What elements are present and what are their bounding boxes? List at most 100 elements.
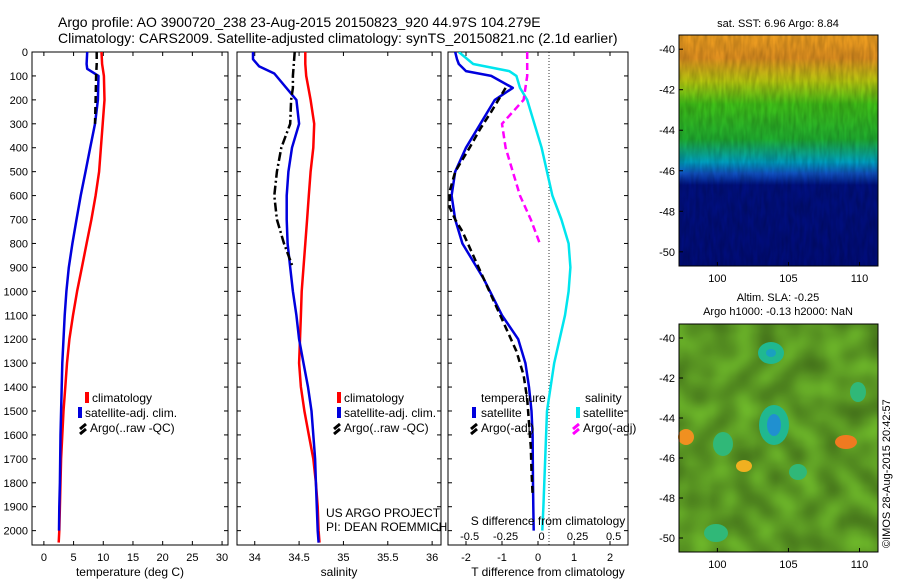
legend-swatch-s-satellite (576, 407, 580, 418)
legend-swatch-climatology (85, 392, 89, 403)
lat-tick-label: -40 (659, 333, 675, 345)
x-tick-label: 0 (535, 552, 541, 564)
eddy-low (704, 524, 728, 542)
s-tick-label: -0.5 (460, 531, 479, 543)
lat-tick-label: -50 (659, 533, 675, 545)
salinity-legend: climatology satellite-adj. clim. Argo(..… (333, 391, 436, 436)
x-tick-label: 34 (249, 552, 261, 564)
sst-map-panel: sat. SST: 6.96 Argo: 8.84 100 105 110 -40 -4… (659, 18, 879, 285)
depth-tick-label: 200 (10, 95, 28, 107)
temperature-satellite-line (450, 52, 535, 531)
eddy-high (736, 460, 752, 472)
lon-tick-label: 100 (708, 273, 726, 285)
salinity-panel: 34 34.5 35 35.5 36 salinity climatology sate… (236, 51, 447, 579)
legend-label-s-satellite: satellite (583, 406, 624, 420)
legend-swatch-climatology (337, 392, 341, 403)
eddy-low (767, 414, 781, 436)
x-tick-label: 36 (426, 552, 438, 564)
sla-map-panel: Altim. SLA: -0.25 Argo h1000: -0.13 h200… (659, 292, 879, 571)
lat-tick-label: -46 (659, 453, 675, 465)
depth-tick-label: 700 (10, 215, 28, 227)
eddy-high (678, 429, 694, 445)
legend-swatch-t-satellite (472, 407, 476, 418)
temperature-argo-adj--line (448, 87, 534, 495)
lat-tick-label: -42 (659, 373, 675, 385)
lon-tick-label: 105 (779, 273, 797, 285)
depth-tick-label: 1100 (4, 310, 28, 322)
legend-label-satellite: satellite-adj. clim. (344, 406, 436, 420)
depth-axis: 0 100 200 300 400 500 600 700 800 900 1000 1100 1200… (4, 47, 228, 538)
lon-tick-label: 110 (851, 559, 869, 571)
legend-swatch-satellite (78, 407, 82, 418)
salinity-satellite-line (457, 52, 572, 531)
header-line-2: Climatology: CARS2009. Satellite-adjuste… (58, 30, 618, 46)
satellite-adj-clim--line (57, 52, 100, 531)
x-tick-label: 25 (186, 552, 198, 564)
x-tick-label: 2 (607, 552, 613, 564)
x-tick-label: -1 (497, 552, 507, 564)
legend-label-climatology: climatology (92, 391, 152, 405)
legend-label-s-argo: Argo(-adj) (583, 421, 636, 435)
sla-eddies (678, 342, 866, 542)
depth-tick-label: 1700 (4, 454, 28, 466)
depth-tick-label: 300 (10, 119, 28, 131)
sst-argo-marker (777, 149, 779, 151)
imos-stamp: ©IMOS 28-Aug-2015 20:42:57 (881, 399, 893, 548)
depth-tick-label: 1800 (4, 478, 28, 490)
eddy-low (789, 464, 807, 480)
salinity-depth-ticks (237, 51, 441, 532)
difference-legend: temperature salinity satellite Argo(-adj… (470, 391, 636, 436)
lon-tick-label: 110 (851, 273, 869, 285)
credit-project: US ARGO PROJECT (326, 506, 441, 520)
x-tick-label: 20 (157, 552, 169, 564)
x-tick-label: 35 (337, 552, 349, 564)
salinity-lines (251, 52, 321, 543)
lat-tick-label: -42 (659, 85, 675, 97)
salinity-axis-ticks: 34 34.5 35 35.5 36 (249, 52, 438, 564)
t-difference-xlabel: T difference from climatology (471, 565, 625, 579)
difference-depth-ticks (448, 51, 628, 532)
legend-label-argo: Argo(..raw -QC) (90, 421, 175, 435)
s-tick-label: 0 (539, 531, 545, 543)
depth-tick-label: 1400 (4, 382, 28, 394)
legend-swatch-argo (333, 422, 341, 436)
salinity-argo-adj--line (500, 52, 541, 244)
eddy-high (835, 435, 857, 449)
x-tick-label: 10 (97, 552, 109, 564)
depth-tick-label: 900 (10, 262, 28, 274)
legend-label-climatology: climatology (344, 391, 404, 405)
difference-axes (447, 51, 629, 546)
depth-tick-label: 600 (10, 191, 28, 203)
s-tick-label: 0.5 (606, 531, 621, 543)
legend-label-t-argo: Argo(-adj) (481, 421, 534, 435)
temperature-panel: 0100200300400500600700800900100011001200… (4, 47, 229, 579)
depth-tick-label: 1000 (4, 286, 28, 298)
depth-tick-label: 500 (10, 167, 28, 179)
sla-map-ticks: 100 105 110 -40 -42 -44 -46 -48 -50 (659, 333, 868, 571)
temperature-xlabel: temperature (deg C) (76, 565, 184, 579)
x-tick-label: -2 (461, 552, 471, 564)
lat-tick-label: -44 (659, 413, 675, 425)
depth-tick-label: 1500 (4, 406, 28, 418)
argo-raw-qc--line (273, 52, 296, 268)
sst-texture (679, 35, 878, 266)
satellite-adj-clim--line (251, 52, 320, 543)
depth-tick-label: 100 (10, 71, 28, 83)
legend-label-t-satellite: satellite (481, 406, 522, 420)
credit-pi: PI: DEAN ROEMMICH (326, 520, 447, 534)
salinity-difference-ticks: -0.5 -0.25 0 0.25 0.5 (460, 531, 621, 543)
eddy-low (713, 432, 733, 456)
sst-axes (678, 34, 879, 267)
sla-axes (678, 323, 879, 553)
depth-tick-label: 400 (10, 143, 28, 155)
temperature-axis-ticks: 0 5 10 15 20 25 30 (41, 52, 228, 564)
header-line-1: Argo profile: AO 3900720_238 23-Aug-2015… (58, 14, 541, 30)
lat-tick-label: -50 (659, 247, 675, 259)
difference-axis-ticks: -2 -1 0 1 2 (461, 52, 613, 564)
legend-swatch-s-argo (572, 422, 580, 436)
depth-tick-label: 1600 (4, 430, 28, 442)
sla-map-title: Altim. SLA: -0.25 (737, 292, 820, 304)
lon-tick-label: 100 (708, 559, 726, 571)
difference-panel: -2 -1 0 1 2 S difference from climatology -0… (447, 51, 636, 579)
